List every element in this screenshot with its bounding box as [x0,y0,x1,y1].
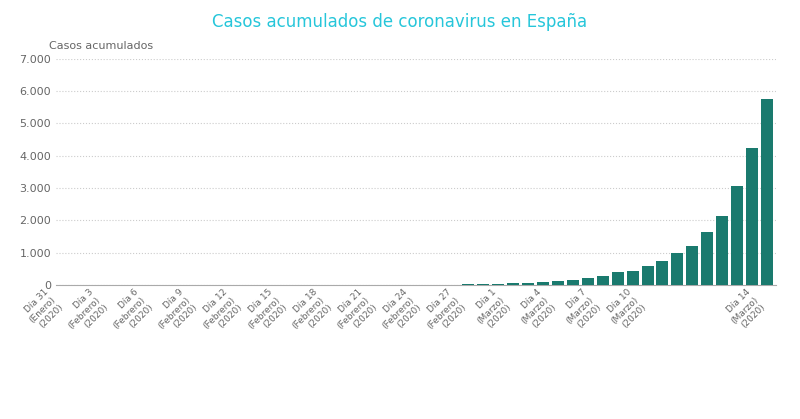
Bar [642,266,654,285]
Bar [657,261,669,285]
Bar [716,216,728,285]
Bar [507,284,519,285]
Bar [671,253,683,285]
Bar [492,284,504,285]
Bar [686,246,698,285]
Bar [552,281,564,285]
Bar [567,279,579,285]
Bar [582,277,594,285]
Bar [626,271,638,285]
Bar [746,148,758,285]
Bar [522,283,534,285]
Text: Casos acumulados: Casos acumulados [49,41,153,51]
Bar [597,276,609,285]
Text: Casos acumulados de coronavirus en España: Casos acumulados de coronavirus en Españ… [213,13,587,31]
Bar [731,186,743,285]
Bar [612,272,624,285]
Bar [537,282,549,285]
Bar [761,99,773,285]
Bar [702,232,714,285]
